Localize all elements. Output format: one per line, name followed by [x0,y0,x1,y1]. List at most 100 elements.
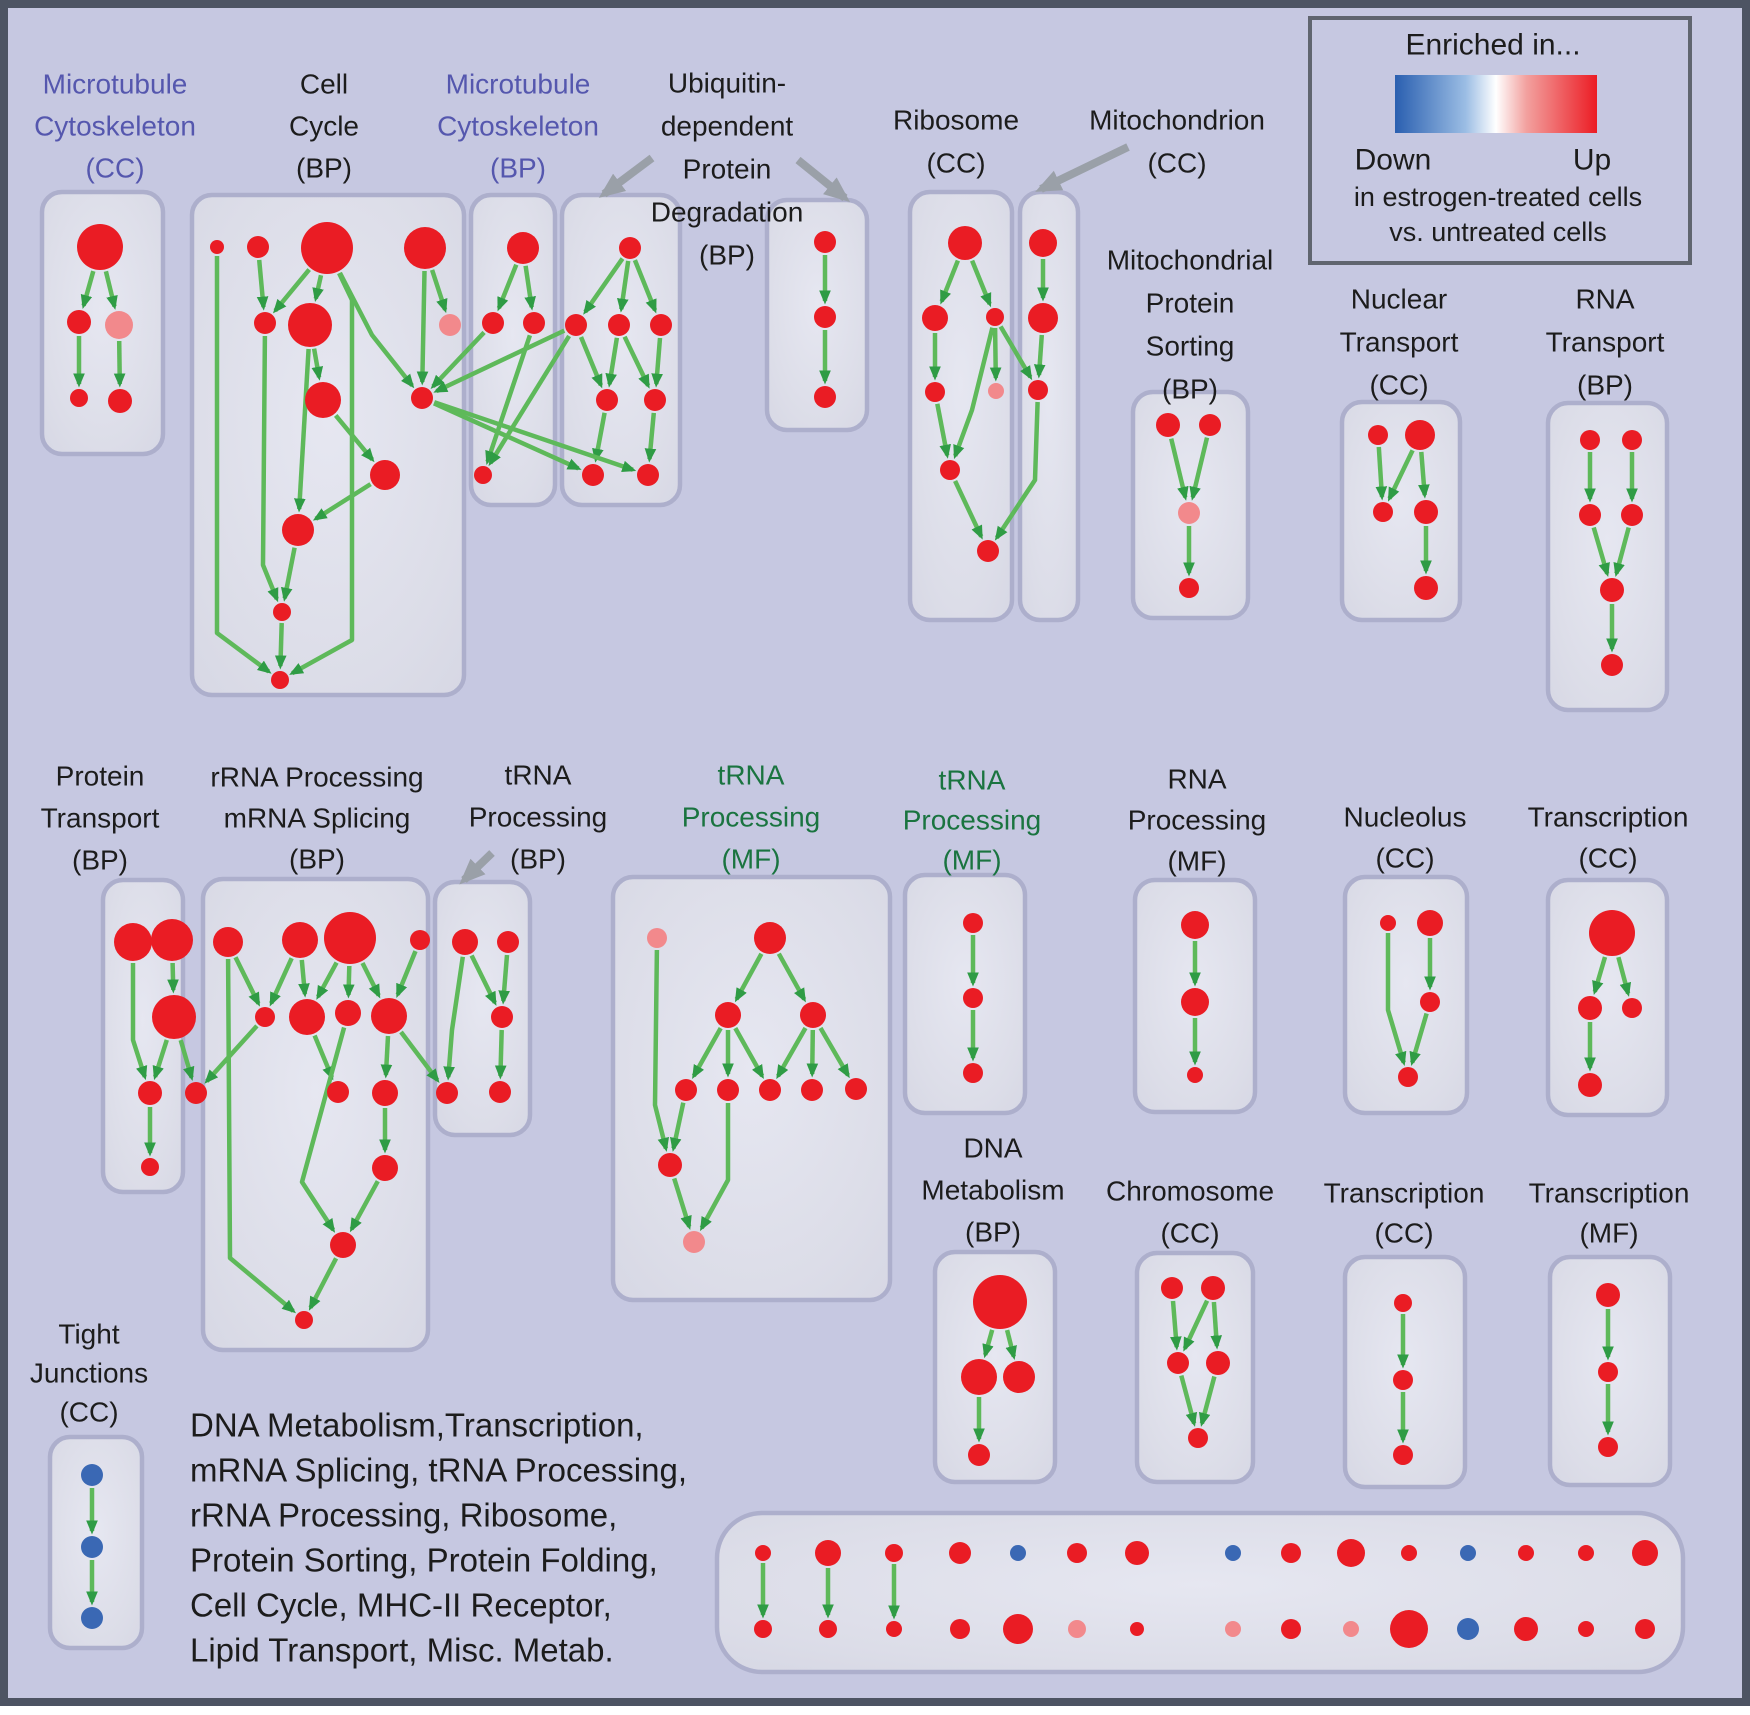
dna-metabolism-node-1 [961,1359,997,1395]
trna-processing-mf-1-edge [669,1102,686,1152]
nucleolus-cc-node-3 [1398,1067,1418,1087]
rrna-processing-mrna-splicing-edge [342,965,355,999]
cell-cycle-node-8 [411,387,433,409]
misc-pair-4-bottom [1003,1614,1033,1644]
mitochondrion-cc-label-line-0: Mitochondrion [1089,105,1265,136]
rrna-processing-mrna-splicing-edge [395,950,418,998]
rrna-processing-mrna-splicing-node-2 [324,912,376,964]
cross-edge [994,401,1040,541]
microtubule-cc-node-3 [70,389,88,407]
misc-pair-10-top [1401,1545,1417,1561]
protein-transport-node-3 [138,1081,162,1105]
cell-cycle-edge [293,348,311,513]
ubiquitin-degradation-left-label-line-4: (BP) [699,240,755,271]
cell-cycle-edge [280,547,297,602]
microtubule-bp-node-3 [474,466,492,484]
ribosome-cc-label-line-0: Ribosome [893,105,1019,136]
legend-down-label: Down [1355,144,1432,177]
legend-title: Enriched in... [1405,29,1580,62]
cell-cycle-edge [272,268,311,314]
rna-transport-label-line-0: RNA [1575,284,1634,315]
trna-processing-mf-1-node-3 [800,1002,826,1028]
annotation-line-0: DNA Metabolism,Transcription, [190,1407,644,1444]
ribosome-cc-edge [970,259,992,308]
microtubule-bp-edge [485,334,533,466]
cell-cycle-edge [274,622,287,670]
label-pointer-arrow [598,154,655,198]
cross-edge [399,1030,440,1083]
ribosome-cc-edge [953,479,984,540]
transcription-cc-mid: Transcription (CC) [1528,802,1689,1097]
cell-cycle-edge [260,335,279,603]
chromosome-cc-edge [1182,1299,1210,1352]
legend: Enriched in... Down Up in estrogen-treated … [1308,16,1692,265]
annotation-line-3: Protein Sorting, Protein Folding, [190,1542,658,1579]
misc-pair-8-bottom [1281,1619,1301,1639]
rrna-processing-mrna-splicing-node-5 [289,999,325,1035]
trna-processing-bp-label-line-2: (BP) [510,844,566,875]
transcription-mf: Transcription (MF) [1529,1178,1689,1457]
cell-cycle-node-0 [210,240,224,254]
trna-processing-mf-2-node-2 [963,1063,983,1083]
dna-metabolism-node-0 [973,1275,1027,1329]
tight-junctions-node-0 [81,1464,103,1486]
misc-pair-5-top [1067,1543,1087,1563]
ubiquitin-degradation-left-label-line-3: Degradation [651,197,804,228]
mitochondrial-protein-sorting-node-2 [1178,502,1200,524]
nucleolus-cc-label-line-0: Nucleolus [1344,802,1467,833]
microtubule-cc-edge [103,270,118,310]
mitochondrial-protein-sorting-label-line-1: Protein [1146,288,1235,319]
cross-edge [488,334,572,467]
nuclear-transport-node-4 [1414,576,1438,600]
mitochondrial-protein-sorting-label-line-3: (BP) [1162,374,1218,405]
trna-processing-mf-1-edge [818,1026,850,1079]
microtubule-cc-node-0 [77,224,123,270]
misc-pair-13-bottom [1578,1621,1594,1637]
ribosome-cc-node-0 [948,226,982,260]
ubiquitin-degradation-right-node-1 [814,306,836,328]
misc-pair-1-bottom [819,1620,837,1638]
ribosome-cc-node-2 [986,308,1004,326]
transcription-cc-mid-label-line-0: Transcription [1528,802,1689,833]
trna-processing-mf-1-node-2 [715,1002,741,1028]
microtubule-cc-edge [80,270,96,309]
protein-transport-edge [178,1039,195,1081]
rna-transport-node-0 [1580,430,1600,450]
nucleolus-cc-node-1 [1417,910,1443,936]
ubiquitin-degradation-left-edge [622,335,651,389]
ubiquitin-degradation-left-node-2 [608,314,630,336]
nuclear-transport-node-2 [1373,502,1393,522]
trna-processing-mf-1-label-line-2: (MF) [721,844,780,875]
trna-processing-bp: tRNA Processing (BP) [436,760,607,1104]
misc-pair-14-top [1632,1540,1658,1566]
cell-cycle-label-line-2: (BP) [296,153,352,184]
rna-processing-mf-node-2 [1187,1067,1203,1083]
nucleolus-cc-node-2 [1420,992,1440,1012]
trna-processing-mf-1-box [610,874,893,1303]
cell-cycle-edge [256,259,269,311]
transcription-cc-mid-node-3 [1578,1073,1602,1097]
misc-pair-6-top [1125,1541,1149,1565]
dna-metabolism-edge [982,1329,995,1359]
dna-metabolism-label-line-1: Metabolism [921,1175,1064,1206]
microtubule-bp-edge [523,265,536,311]
mitochondrion-cc-node-0 [1029,229,1057,257]
trna-processing-mf-2-label-line-0: tRNA [939,765,1006,796]
rrna-processing-mrna-splicing-node-3 [410,930,430,950]
misc-pair-13-top [1578,1545,1594,1561]
cross-edge [432,401,582,471]
cross-edge-layer [204,325,1040,1084]
nuclear-transport-edge [1418,451,1430,499]
trna-processing-mf-2: tRNA Processing (MF) [903,765,1041,1083]
chromosome-cc: Chromosome (CC) [1106,1176,1274,1448]
trna-processing-mf-1-node-5 [717,1079,739,1101]
rrna-processing-mrna-splicing-edge [360,961,381,999]
rna-transport-label-line-2: (BP) [1577,370,1633,401]
ubiquitin-degradation-left-node-3 [650,314,672,336]
misc-pair-2-bottom [886,1621,902,1637]
microtubule-cc-node-1 [67,310,91,334]
misc-pair-9-bottom [1343,1621,1359,1637]
cell-cycle-node-3 [404,227,446,269]
trna-processing-mf-1-edge [734,952,764,1003]
